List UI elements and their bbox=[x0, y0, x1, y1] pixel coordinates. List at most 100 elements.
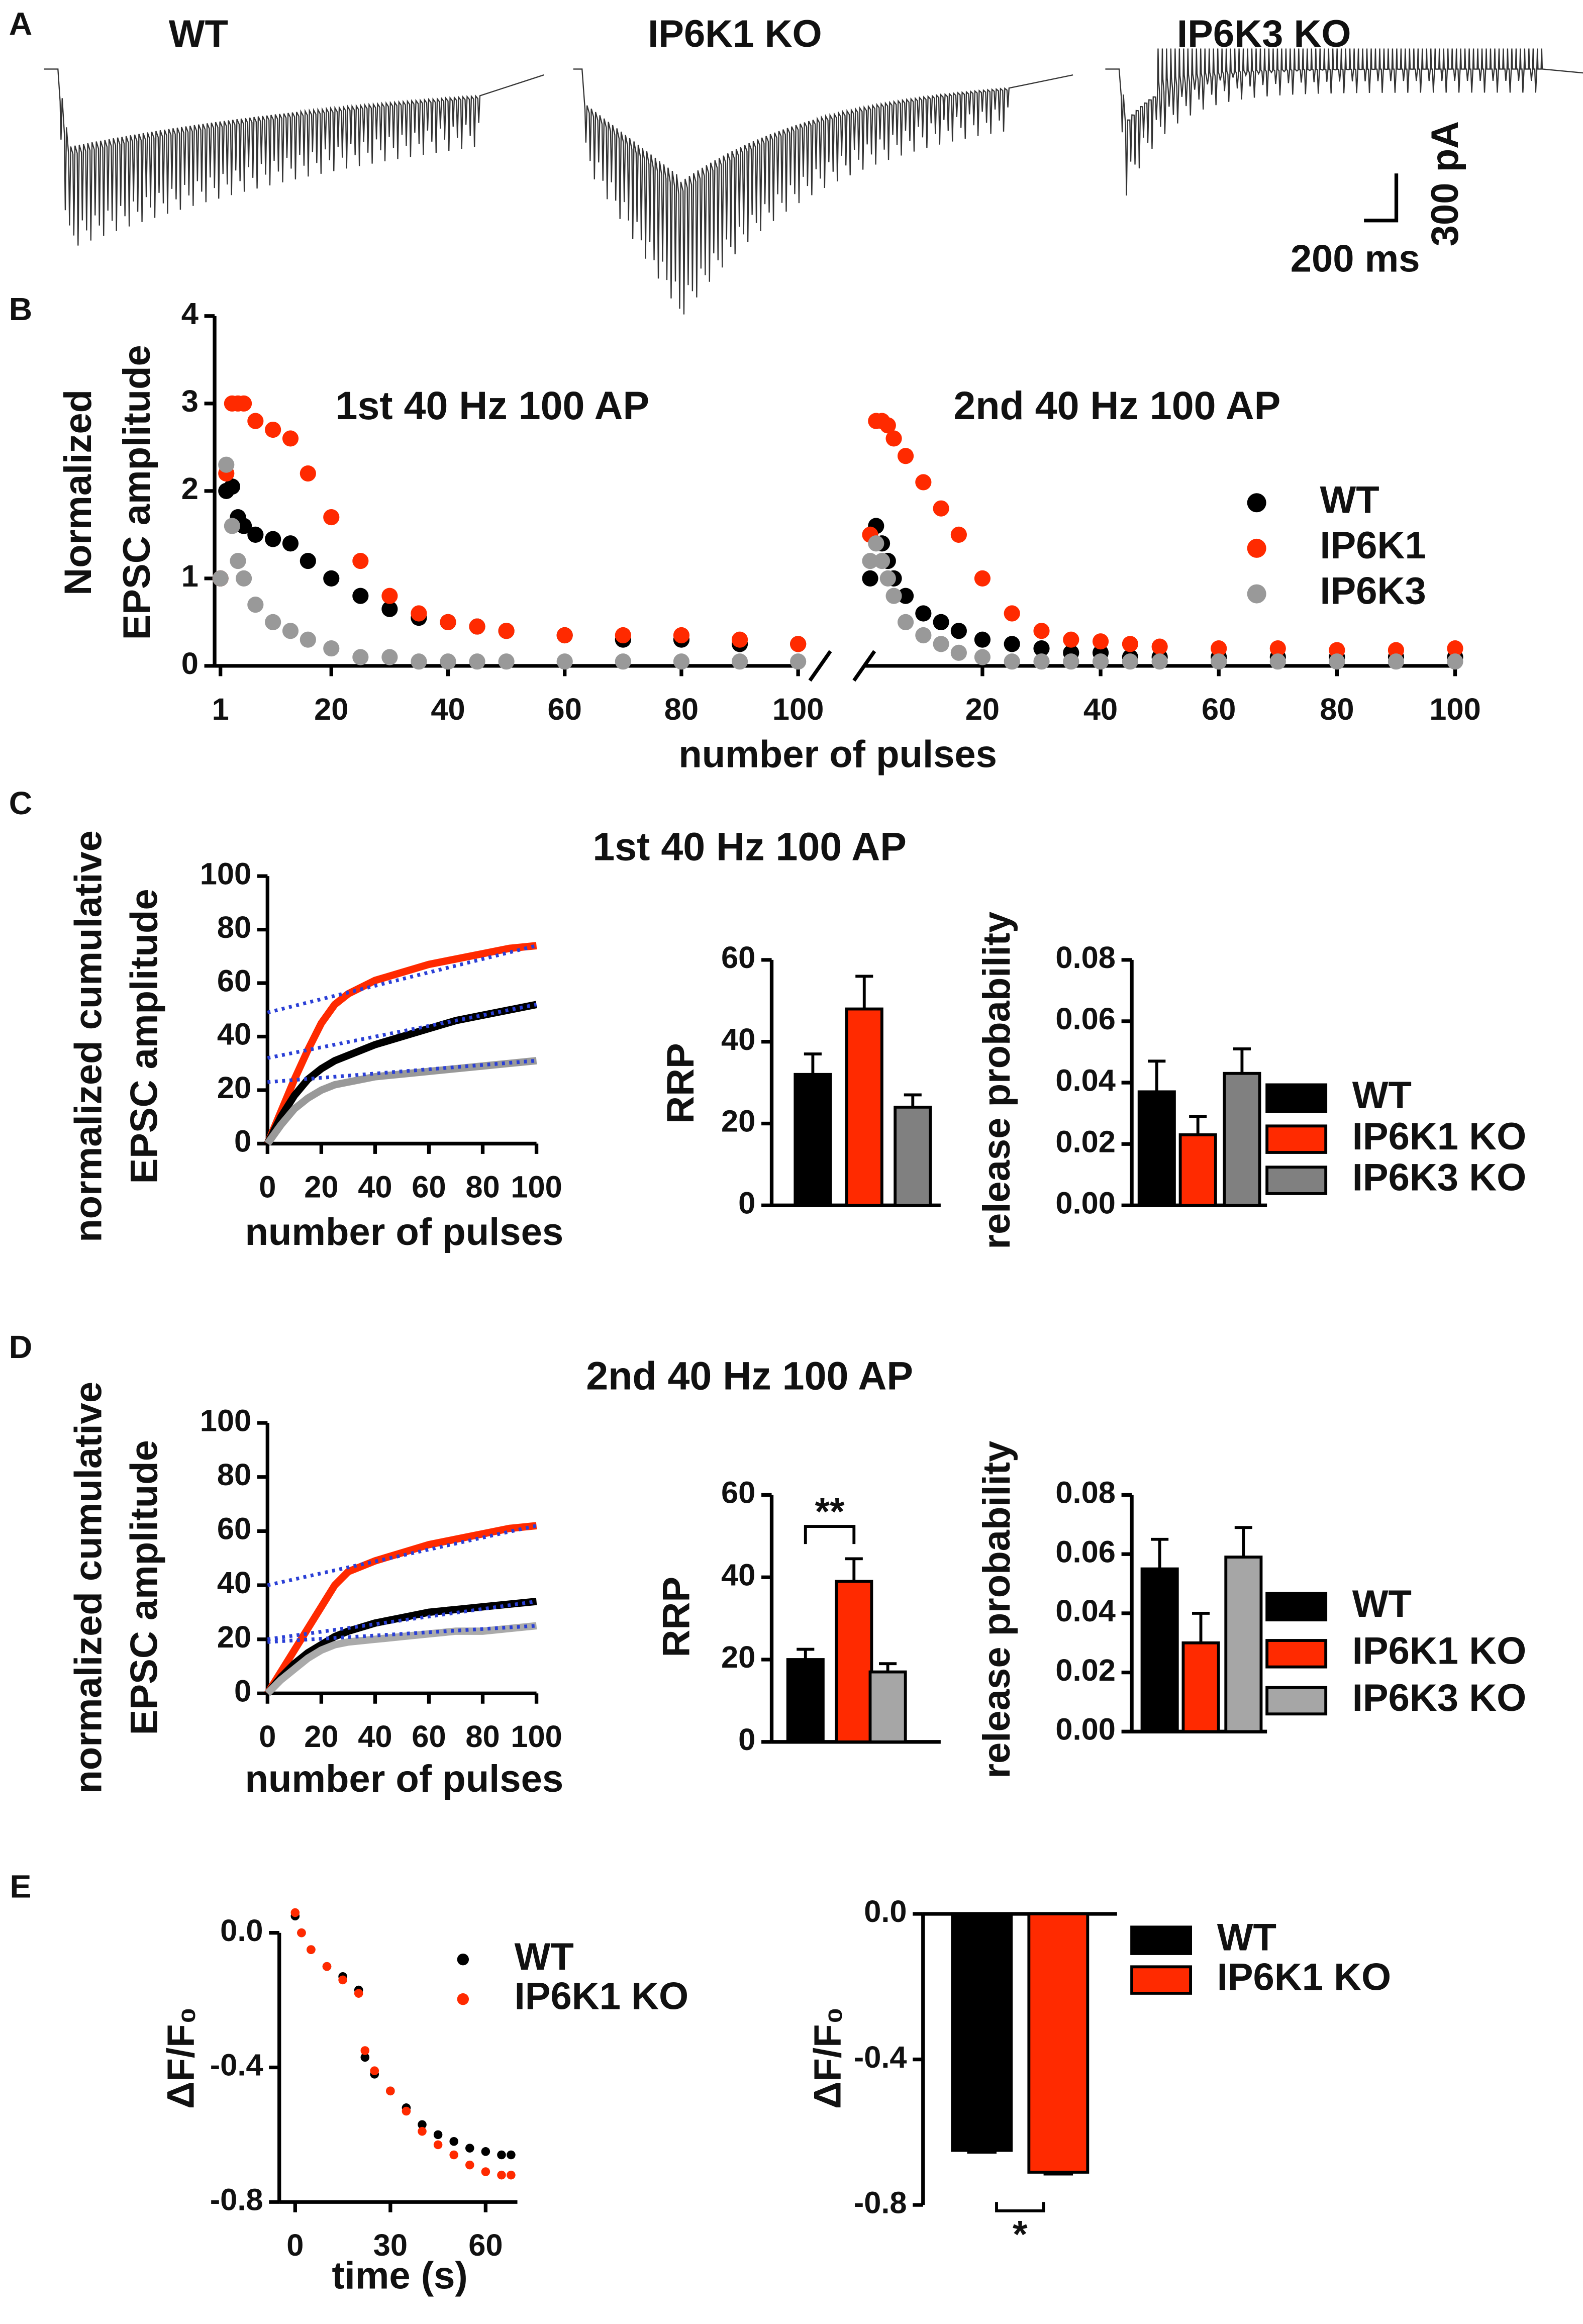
y-tick-label: 0 bbox=[234, 1124, 251, 1159]
y-axis-label: Normalized bbox=[57, 390, 100, 596]
x-tick-label: 100 bbox=[511, 1170, 562, 1204]
y-tick-label: 20 bbox=[721, 1640, 755, 1675]
scale-label: 300 pA bbox=[1424, 121, 1466, 246]
x-tick-label: 60 bbox=[412, 1170, 446, 1204]
trace-label: IP6K3 KO bbox=[1177, 13, 1351, 55]
data-point bbox=[323, 570, 340, 587]
y-axis-label: EPSC amplitude bbox=[123, 889, 166, 1184]
fit-line bbox=[267, 1524, 537, 1587]
data-point bbox=[352, 588, 369, 604]
data-point bbox=[265, 421, 281, 438]
y-tick-label: 60 bbox=[721, 940, 755, 975]
y-tick-label: 4 bbox=[181, 297, 199, 331]
legend-label: WT bbox=[1217, 1916, 1276, 1959]
data-point bbox=[1122, 636, 1138, 652]
legend-marker bbox=[1247, 538, 1266, 558]
y-tick-label: 40 bbox=[217, 1017, 251, 1052]
x-tick-label: 20 bbox=[965, 692, 1000, 727]
y-tick-label: 60 bbox=[217, 1512, 251, 1546]
data-point bbox=[265, 531, 281, 547]
data-point bbox=[950, 526, 967, 543]
data-point bbox=[1004, 605, 1020, 622]
y-tick-label: 20 bbox=[217, 1620, 251, 1655]
data-point bbox=[282, 623, 299, 639]
data-point bbox=[1447, 640, 1463, 657]
y-tick-label: 0.00 bbox=[1055, 1186, 1116, 1220]
bar bbox=[786, 1658, 825, 1744]
data-point bbox=[300, 465, 316, 482]
y-tick-label: 80 bbox=[217, 1458, 251, 1492]
data-point bbox=[497, 2150, 506, 2160]
data-point bbox=[1004, 636, 1020, 652]
data-point bbox=[465, 2144, 474, 2153]
data-point bbox=[290, 1908, 300, 1917]
y-tick-label: 0 bbox=[738, 1186, 755, 1220]
data-point bbox=[449, 2137, 458, 2146]
legend-marker bbox=[1247, 493, 1266, 513]
y-tick-label: 0.02 bbox=[1055, 1124, 1116, 1159]
data-point bbox=[352, 552, 369, 569]
data-point bbox=[615, 627, 631, 644]
data-point bbox=[1151, 653, 1168, 670]
y-tick-label: 40 bbox=[721, 1558, 755, 1592]
y-tick-label: 0.0 bbox=[864, 1894, 907, 1929]
x-tick-label: 0 bbox=[259, 1170, 276, 1204]
bar bbox=[1140, 1567, 1179, 1733]
data-point bbox=[1269, 653, 1286, 670]
data-point bbox=[507, 2170, 516, 2180]
y-tick-label: 20 bbox=[217, 1071, 251, 1105]
x-tick-label: 20 bbox=[304, 1719, 338, 1754]
data-point bbox=[790, 636, 807, 652]
x-axis-label: number of pulses bbox=[245, 1211, 563, 1253]
bar bbox=[894, 1105, 932, 1207]
x-axis-label: number of pulses bbox=[678, 733, 997, 776]
data-point bbox=[297, 1928, 306, 1938]
y-tick-label: 0.0 bbox=[220, 1913, 263, 1948]
legend-marker bbox=[1247, 584, 1266, 604]
y-axis-label: ΔF/F₀ bbox=[807, 2007, 849, 2109]
data-point bbox=[381, 601, 398, 617]
y-tick-label: -0.8 bbox=[854, 2185, 907, 2220]
data-point bbox=[879, 417, 896, 434]
data-point bbox=[1269, 640, 1286, 657]
data-point bbox=[862, 570, 878, 587]
chart-title: 2nd 40 Hz 100 AP bbox=[586, 1353, 913, 1398]
legend-swatch bbox=[1265, 1124, 1328, 1154]
data-point bbox=[790, 653, 807, 670]
x-tick-label: 60 bbox=[412, 1719, 446, 1754]
legend-swatch bbox=[1130, 1925, 1192, 1955]
data-point bbox=[440, 653, 456, 670]
data-point bbox=[323, 640, 340, 657]
data-point bbox=[236, 518, 252, 534]
data-point bbox=[915, 627, 932, 644]
y-tick-label: 2 bbox=[181, 471, 199, 506]
data-point bbox=[873, 552, 891, 569]
data-point bbox=[1151, 638, 1168, 655]
legend-swatch bbox=[1130, 1965, 1192, 1995]
data-point bbox=[498, 653, 515, 670]
legend-marker bbox=[457, 1993, 469, 2005]
y-tick-label: 0.02 bbox=[1055, 1653, 1116, 1688]
data-point bbox=[402, 2106, 411, 2116]
trace bbox=[573, 68, 1073, 315]
legend-swatch bbox=[1265, 1686, 1328, 1716]
y-tick-label: -0.4 bbox=[210, 2048, 263, 2083]
data-point bbox=[323, 509, 340, 526]
y-tick-label: 0.00 bbox=[1055, 1712, 1116, 1747]
bar bbox=[1137, 1090, 1176, 1207]
data-point bbox=[915, 474, 932, 491]
panel-letter: C bbox=[9, 785, 32, 821]
bar bbox=[868, 1670, 907, 1744]
data-point bbox=[974, 570, 991, 587]
significance-label: ** bbox=[815, 1491, 845, 1533]
y-tick-label: 60 bbox=[217, 963, 251, 998]
data-point bbox=[673, 653, 690, 670]
bar bbox=[1181, 1641, 1220, 1733]
bar bbox=[1224, 1556, 1263, 1733]
y-tick-label: 0.08 bbox=[1055, 1476, 1116, 1510]
data-point bbox=[1122, 653, 1138, 670]
data-point bbox=[731, 653, 748, 670]
data-point bbox=[236, 570, 252, 587]
y-tick-label: 1 bbox=[181, 559, 199, 594]
data-point bbox=[247, 597, 264, 613]
